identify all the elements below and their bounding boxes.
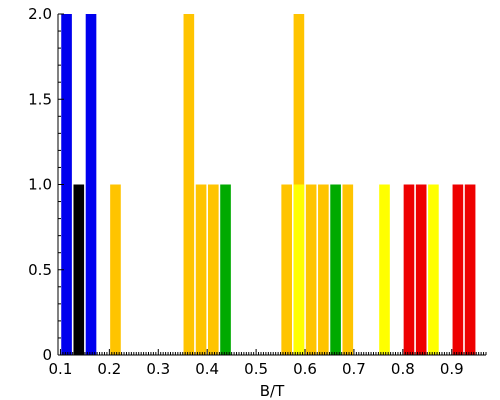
bar-11 [305, 184, 317, 355]
x-tick-label: 0.8 [391, 360, 415, 378]
x-tick-label: 0.2 [97, 360, 121, 378]
bar-4 [183, 14, 195, 355]
bar-15 [379, 184, 390, 355]
bar-3 [110, 184, 121, 355]
bar-8 [281, 184, 292, 355]
bar-13 [330, 184, 341, 355]
x-tick-label: 0.5 [244, 360, 268, 378]
bar-6 [207, 184, 219, 355]
bar-1 [73, 184, 85, 355]
x-tick-label: 0.6 [293, 360, 317, 378]
bar-16 [403, 184, 415, 355]
x-tick-label: 0.9 [440, 360, 464, 378]
bar-19 [452, 184, 464, 355]
bar-20 [464, 184, 476, 355]
y-tick-label: 2.0 [28, 5, 52, 23]
bar-2 [85, 14, 97, 355]
bar-5 [195, 184, 207, 355]
x-tick-label: 0.4 [195, 360, 219, 378]
x-axis-label: B/T [260, 382, 285, 400]
bar-18 [428, 184, 439, 355]
x-tick-label: 0.3 [146, 360, 170, 378]
bar-17 [415, 184, 427, 355]
bar-0 [61, 14, 72, 355]
y-tick-label: 1.5 [28, 90, 52, 108]
axes-layer: 0.1 0.2 0.3 0.4 0.5 0.6 0.7 0.8 0.9 0 0.5 1.0 1.5 2.0 [28, 5, 487, 378]
y-tick-label: 0 [42, 346, 52, 364]
y-tick-label: 0.5 [28, 261, 52, 279]
y-tick-label: 1.0 [28, 176, 52, 194]
bar-12 [318, 184, 329, 355]
bar-7 [220, 184, 231, 355]
x-tick-label: 0.1 [49, 360, 73, 378]
x-tick-label: 0.7 [342, 360, 366, 378]
bar-14 [342, 184, 354, 355]
bar-10 [293, 184, 305, 355]
bars-layer [61, 14, 476, 355]
